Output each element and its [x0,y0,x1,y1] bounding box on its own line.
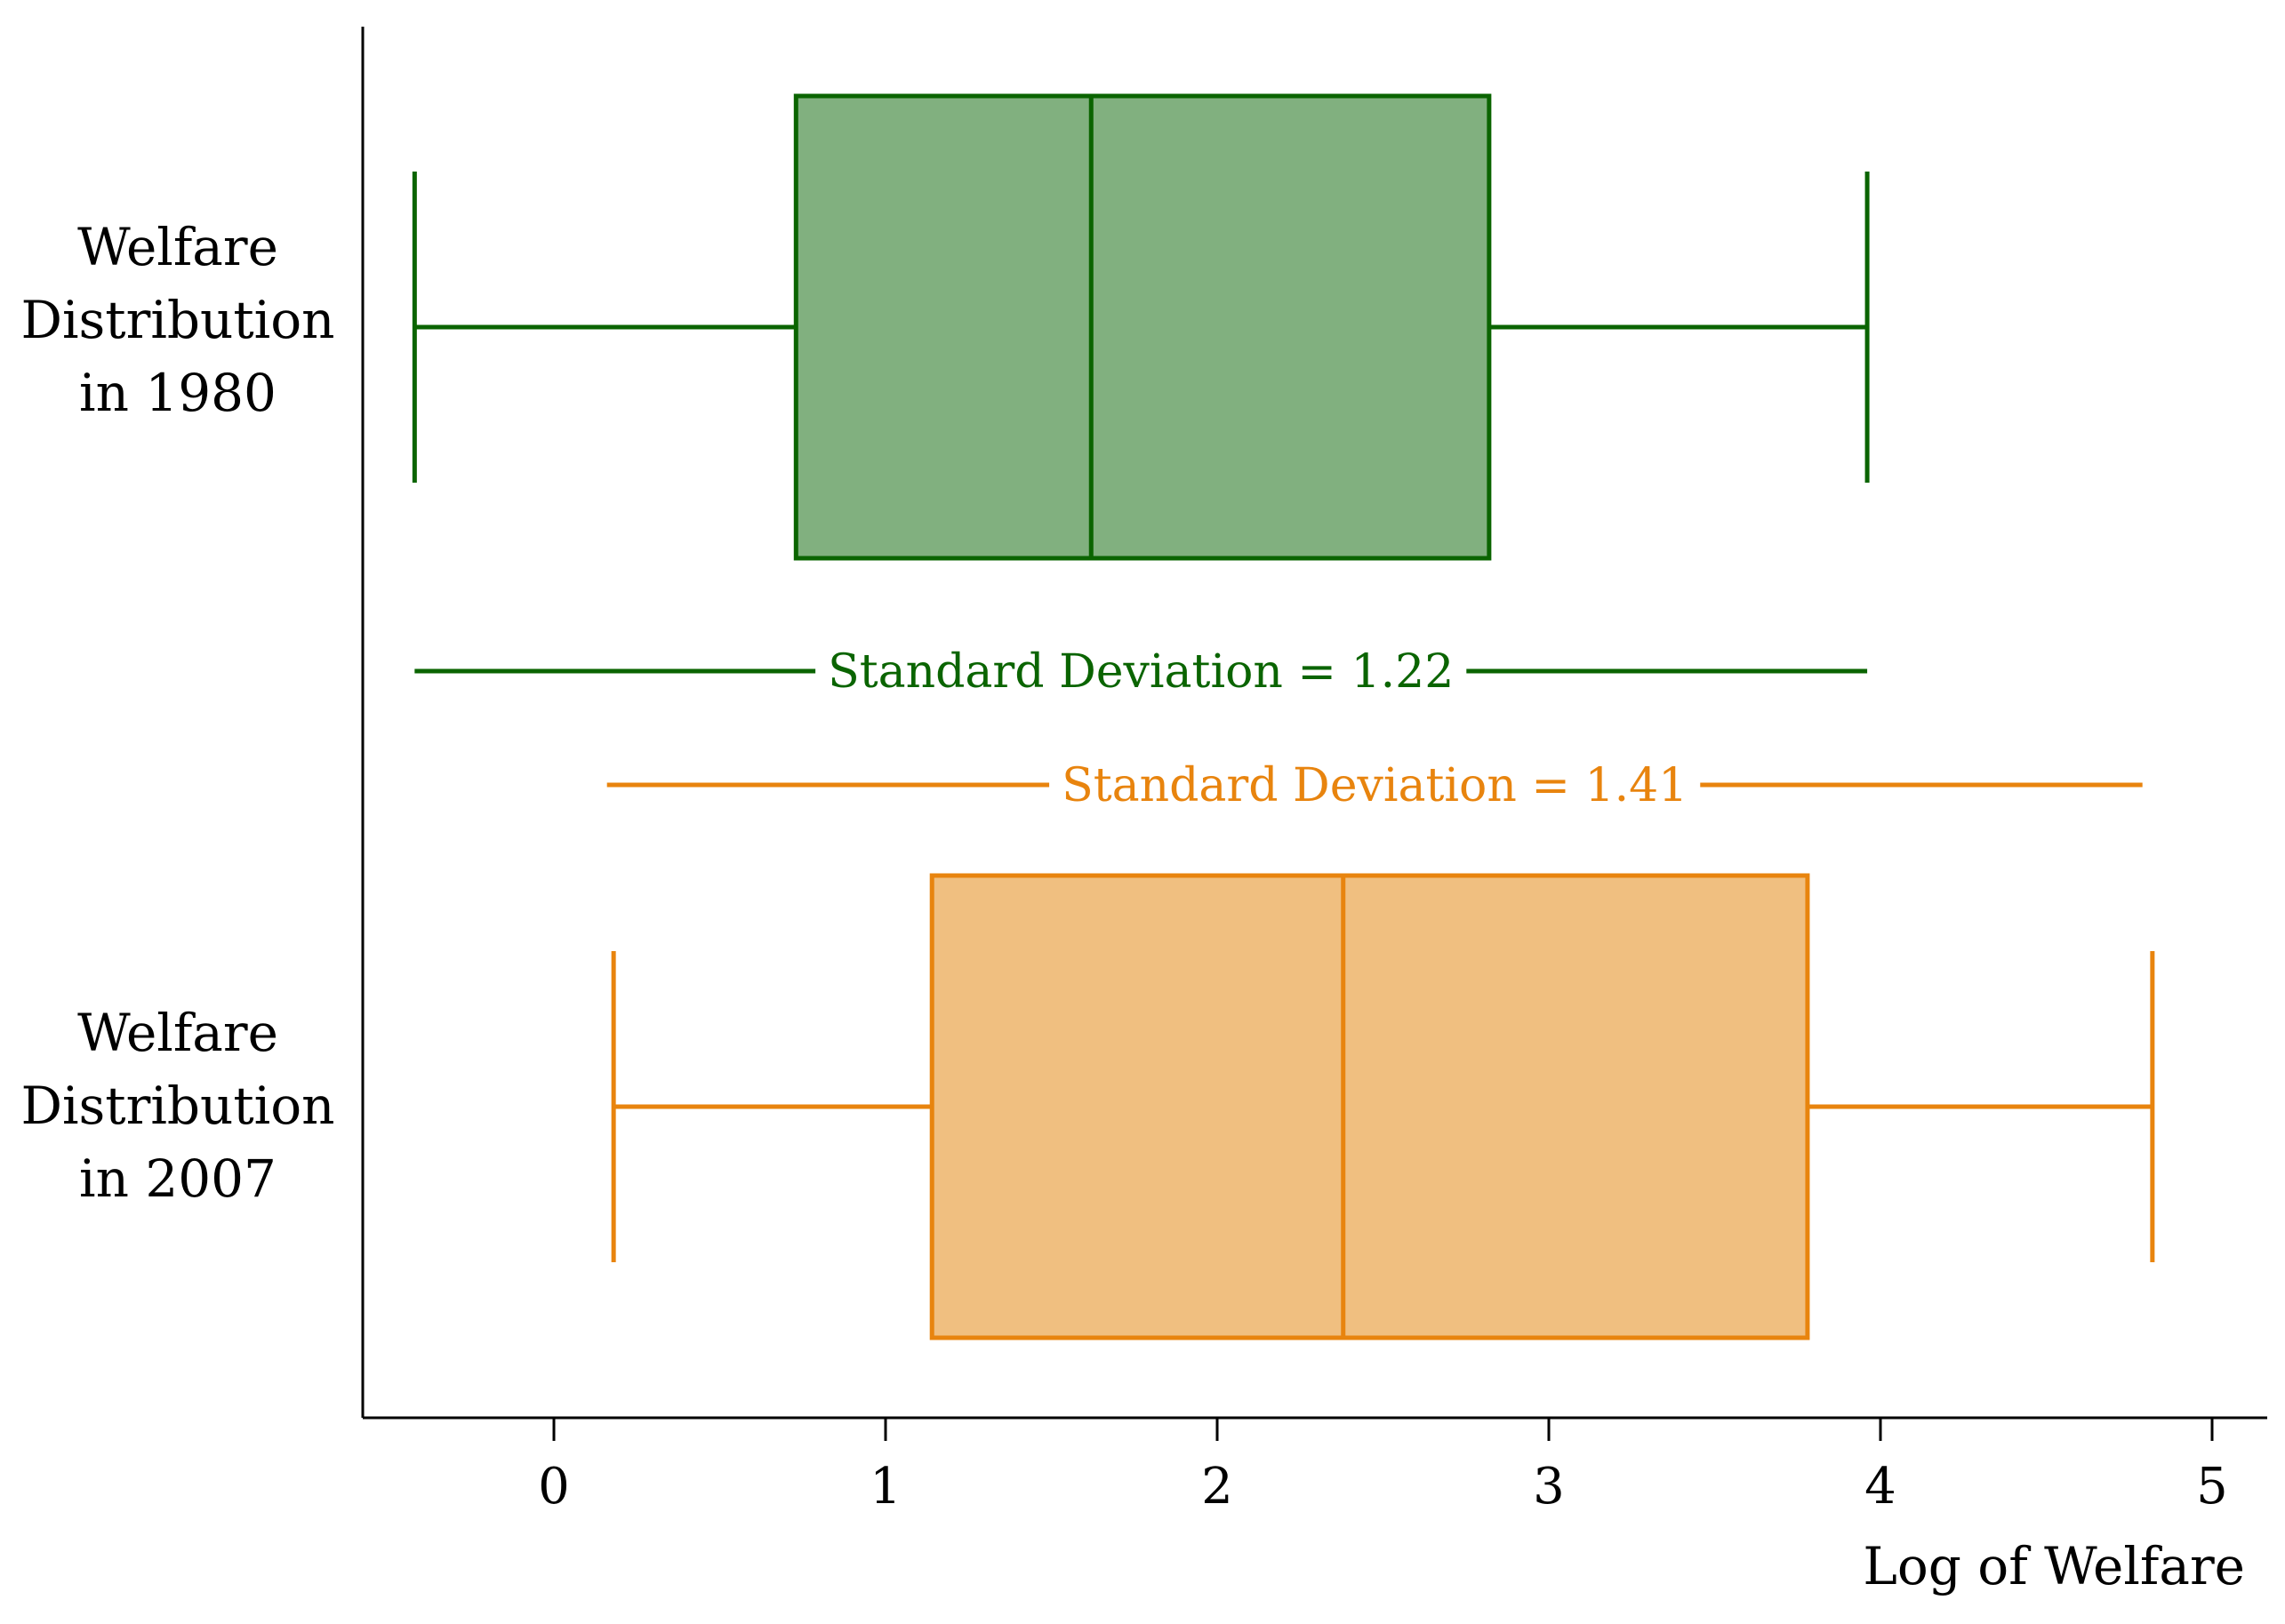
x-tick-label: 0 [538,1458,570,1516]
box-series: Welfare Distribution in 1980 Standard Devia… [20,93,1870,699]
x-axis-title: Log of Welfare [1863,1536,2245,1596]
category-label: Welfare [77,217,278,277]
x-tick-label: 5 [2196,1458,2228,1516]
category-label: in 1980 [79,363,277,423]
iqr-box [929,873,1810,1340]
x-tick-label: 2 [1201,1458,1233,1516]
axes: 0 1 2 3 4 5 Log of Welfare [361,27,2267,1596]
category-label: Welfare [77,1003,278,1063]
sd-label: Standard Deviation = 1.22 [828,645,1454,699]
x-tick-label: 3 [1533,1458,1565,1516]
boxes: Welfare Distribution in 1980 Standard Devia… [20,93,2155,1340]
category-label: Distribution [20,1076,334,1136]
x-ticks: 0 1 2 3 4 5 [538,1418,2228,1516]
category-label: Distribution [20,290,334,350]
x-tick-label: 4 [1864,1458,1896,1516]
iqr-box [793,93,1492,561]
sd-label: Standard Deviation = 1.41 [1062,759,1688,812]
category-label: in 2007 [79,1148,277,1209]
x-tick-label: 1 [870,1458,902,1516]
box-series: Welfare Distribution in 2007 Standard Devia… [20,759,2155,1340]
